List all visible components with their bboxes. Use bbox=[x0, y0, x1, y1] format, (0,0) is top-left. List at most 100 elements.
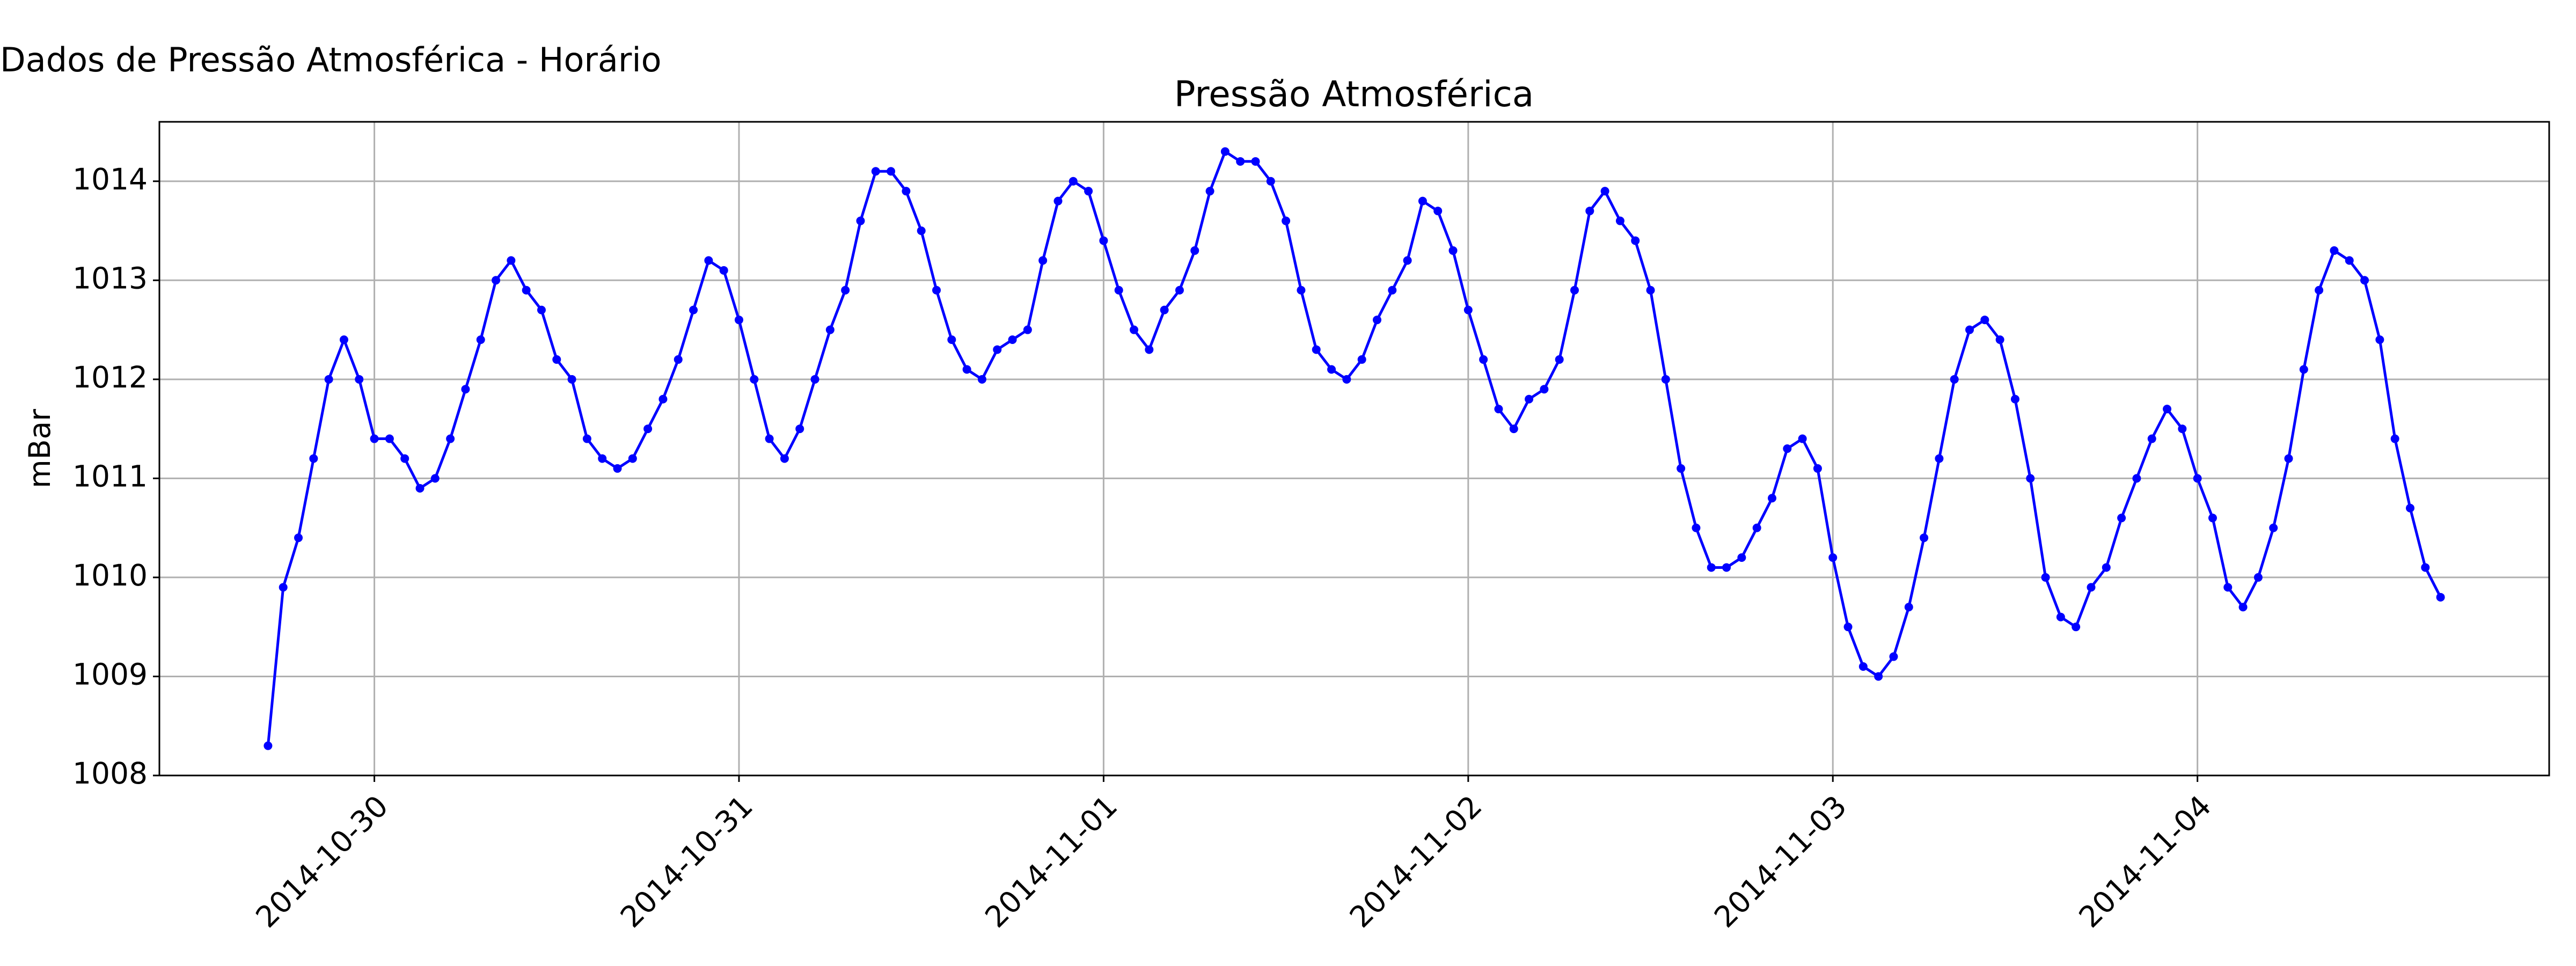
point bbox=[1858, 662, 1868, 671]
point bbox=[1525, 394, 1534, 404]
point bbox=[2223, 583, 2233, 592]
point bbox=[2193, 474, 2202, 483]
point bbox=[582, 434, 591, 443]
point bbox=[461, 385, 470, 394]
point bbox=[2087, 583, 2096, 592]
point bbox=[1494, 405, 1503, 414]
y-tick-label: 1009 bbox=[72, 657, 148, 692]
point bbox=[1661, 375, 1670, 384]
point bbox=[977, 375, 986, 384]
point bbox=[1388, 286, 1397, 295]
point bbox=[1251, 157, 1260, 166]
point bbox=[2117, 514, 2126, 523]
point bbox=[1479, 355, 1488, 364]
point bbox=[339, 335, 348, 344]
point bbox=[887, 167, 896, 176]
point bbox=[1403, 256, 1412, 265]
point bbox=[2208, 514, 2217, 523]
point bbox=[2041, 573, 2050, 582]
point bbox=[2421, 563, 2430, 572]
point bbox=[598, 454, 607, 463]
point bbox=[2102, 563, 2111, 572]
point bbox=[1266, 177, 1275, 186]
point bbox=[430, 474, 440, 483]
point bbox=[1160, 305, 1169, 314]
y-tick-label: 1012 bbox=[72, 360, 148, 394]
point bbox=[279, 583, 288, 592]
point bbox=[993, 345, 1002, 354]
point bbox=[1904, 603, 1913, 612]
point bbox=[1722, 563, 1731, 572]
point bbox=[871, 167, 880, 176]
point bbox=[2405, 503, 2414, 513]
point bbox=[1053, 196, 1063, 206]
point bbox=[446, 434, 455, 443]
point bbox=[1615, 216, 1624, 225]
y-tick-label: 1008 bbox=[72, 756, 148, 791]
point bbox=[2072, 623, 2081, 632]
point bbox=[780, 454, 789, 463]
x-tick-label: 2014-10-30 bbox=[249, 789, 394, 934]
point bbox=[1874, 672, 1883, 681]
suptitle: Dados de Pressão Atmosférica - Horário bbox=[0, 40, 662, 79]
point bbox=[1585, 207, 1594, 216]
point bbox=[628, 454, 637, 463]
point bbox=[2390, 434, 2399, 443]
point bbox=[309, 454, 318, 463]
point bbox=[476, 335, 485, 344]
point bbox=[1297, 286, 1306, 295]
point bbox=[1646, 286, 1655, 295]
point bbox=[522, 286, 531, 295]
point bbox=[1008, 335, 1017, 344]
point bbox=[415, 484, 425, 493]
point bbox=[2299, 365, 2308, 374]
point bbox=[324, 375, 333, 384]
point bbox=[537, 305, 546, 314]
point bbox=[1190, 246, 1199, 255]
point bbox=[1099, 236, 1108, 245]
point bbox=[856, 216, 865, 225]
point bbox=[2132, 474, 2141, 483]
point bbox=[810, 375, 819, 384]
point bbox=[1828, 553, 1838, 562]
point bbox=[2238, 603, 2248, 612]
point bbox=[1677, 464, 1686, 473]
point bbox=[1069, 177, 1078, 186]
point bbox=[932, 286, 941, 295]
point bbox=[902, 187, 911, 196]
point bbox=[2178, 425, 2187, 434]
point bbox=[1783, 444, 1792, 453]
x-tick-label: 2014-10-31 bbox=[614, 789, 759, 934]
point bbox=[1752, 523, 1761, 532]
point bbox=[1843, 623, 1853, 632]
x-tick-label: 2014-11-03 bbox=[1708, 789, 1853, 934]
point bbox=[2375, 335, 2384, 344]
point bbox=[1935, 454, 1944, 463]
point bbox=[2269, 523, 2278, 532]
line bbox=[266, 150, 2442, 746]
point bbox=[1995, 335, 2004, 344]
point bbox=[567, 375, 576, 384]
point bbox=[385, 434, 394, 443]
point bbox=[1236, 157, 1245, 166]
point bbox=[1540, 385, 1549, 394]
point bbox=[962, 365, 971, 374]
point bbox=[1038, 256, 1048, 265]
y-tick-label: 1014 bbox=[72, 162, 148, 196]
point bbox=[2147, 434, 2156, 443]
point bbox=[689, 305, 698, 314]
point bbox=[1707, 563, 1716, 572]
point bbox=[1920, 533, 1929, 543]
point bbox=[1372, 316, 1381, 325]
point bbox=[947, 335, 956, 344]
point bbox=[704, 256, 713, 265]
point bbox=[1813, 464, 1822, 473]
point bbox=[1130, 325, 1139, 334]
point bbox=[1463, 305, 1473, 314]
point bbox=[2163, 405, 2172, 414]
point bbox=[658, 394, 668, 404]
point bbox=[2253, 573, 2263, 582]
point bbox=[1175, 286, 1184, 295]
